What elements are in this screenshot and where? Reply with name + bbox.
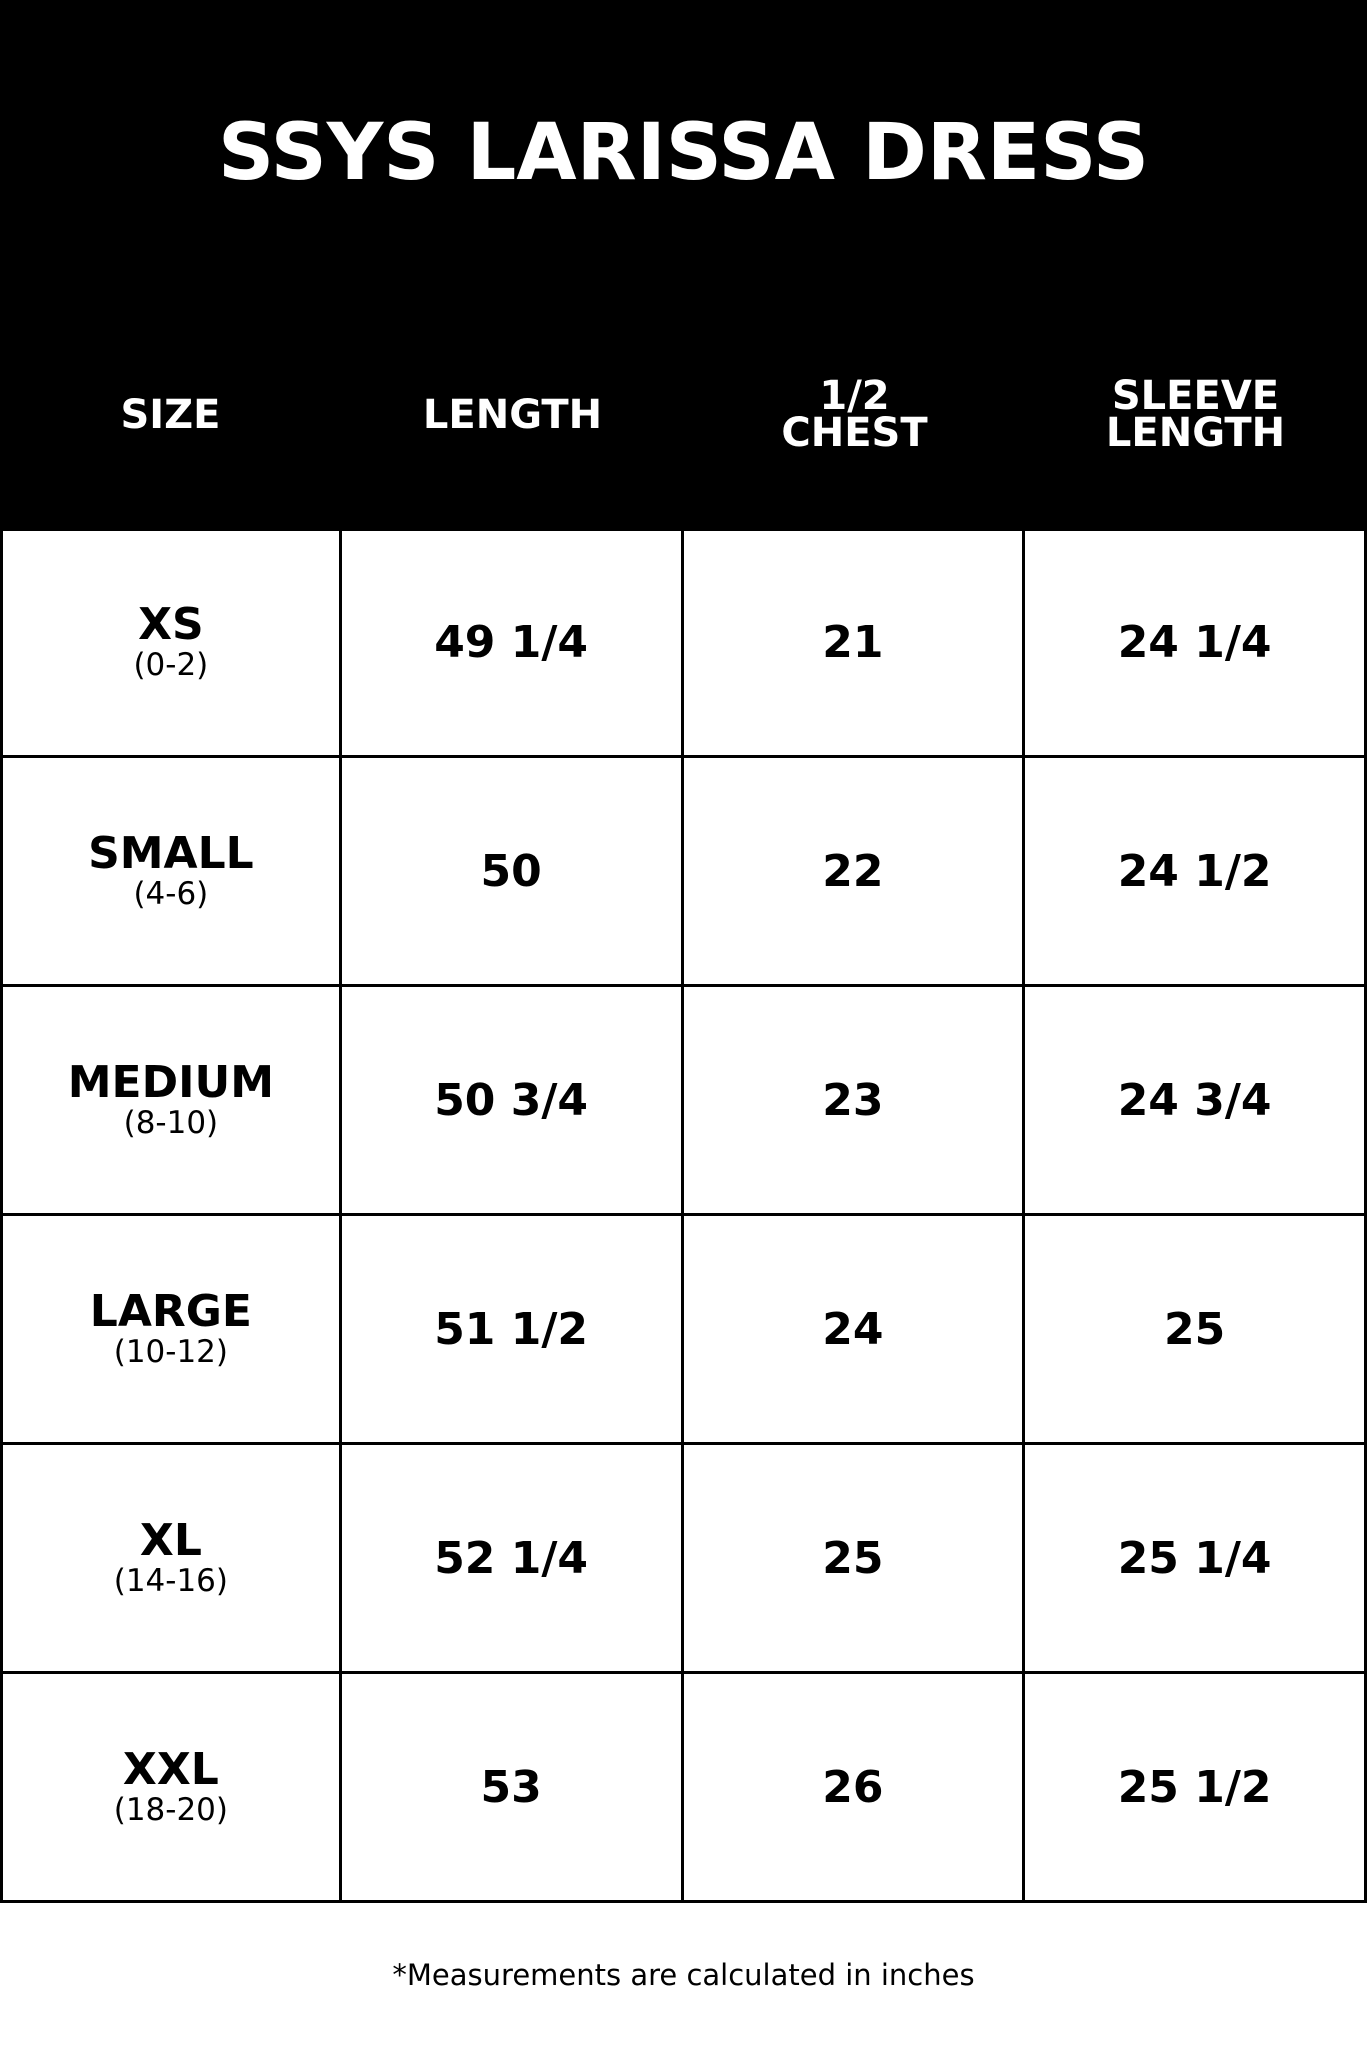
chest-value: 26: [822, 1761, 884, 1813]
chest-value: 21: [822, 616, 884, 668]
sleeve-cell: 24 1/4: [1025, 529, 1367, 758]
size-cell: XXL (18-20): [0, 1674, 342, 1903]
sleeve-cell: 25: [1025, 1216, 1367, 1445]
sleeve-value: 25 1/4: [1117, 1532, 1272, 1584]
sleeve-cell: 24 3/4: [1025, 987, 1367, 1216]
size-cell: XS (0-2): [0, 529, 342, 758]
chest-cell: 26: [683, 1674, 1026, 1903]
size-range: (0-2): [133, 647, 209, 683]
size-range: (10-12): [113, 1334, 229, 1370]
sleeve-cell: 25 1/2: [1025, 1674, 1367, 1903]
chest-cell: 21: [683, 529, 1026, 758]
chest-cell: 22: [683, 758, 1026, 987]
table-row: XXL (18-20) 53 26 25 1/2: [0, 1674, 1367, 1903]
chest-value: 22: [822, 845, 884, 897]
size-range: (4-6): [133, 876, 209, 912]
page-title: SSYS LARISSA DRESS: [217, 108, 1150, 198]
column-header-chest: 1/2 CHEST: [684, 340, 1025, 490]
table-row: XL (14-16) 52 1/4 25 25 1/4: [0, 1445, 1367, 1674]
table-row: XS (0-2) 49 1/4 21 24 1/4: [0, 529, 1367, 758]
chest-cell: 24: [683, 1216, 1026, 1445]
length-cell: 52 1/4: [341, 1445, 684, 1674]
table-row: SMALL (4-6) 50 22 24 1/2: [0, 758, 1367, 987]
footnote: *Measurements are calculated in inches: [392, 1958, 975, 1992]
chest-cell: 23: [683, 987, 1026, 1216]
table-row: LARGE (10-12) 51 1/2 24 25: [0, 1216, 1367, 1445]
chest-value: 23: [822, 1074, 884, 1126]
size-name: XXL: [122, 1744, 219, 1795]
sleeve-value: 25 1/2: [1117, 1761, 1272, 1813]
length-cell: 50: [341, 758, 684, 987]
length-cell: 49 1/4: [341, 529, 684, 758]
sleeve-value: 24 3/4: [1117, 1074, 1272, 1126]
size-cell: LARGE (10-12): [0, 1216, 342, 1445]
column-label: 1/2 CHEST: [781, 373, 928, 456]
size-cell: XL (14-16): [0, 1445, 342, 1674]
column-label: LENGTH: [422, 391, 603, 438]
size-table: XS (0-2) 49 1/4 21 24 1/4 SMALL (4-6) 50…: [0, 529, 1367, 1903]
size-range: (14-16): [113, 1563, 229, 1599]
length-cell: 51 1/2: [341, 1216, 684, 1445]
sleeve-value: 24 1/4: [1117, 616, 1272, 668]
size-name: LARGE: [89, 1286, 252, 1337]
chest-cell: 25: [683, 1445, 1026, 1674]
sleeve-value: 24 1/2: [1117, 845, 1272, 897]
column-header-size: SIZE: [0, 340, 341, 490]
size-cell: MEDIUM (8-10): [0, 987, 342, 1216]
size-name: XS: [138, 599, 204, 650]
column-header-sleeve: SLEEVE LENGTH: [1025, 340, 1366, 490]
length-value: 53: [480, 1761, 542, 1813]
length-value: 51 1/2: [434, 1303, 589, 1355]
sleeve-value: 25: [1164, 1303, 1226, 1355]
column-label: SIZE: [120, 391, 221, 438]
length-value: 52 1/4: [434, 1532, 589, 1584]
sleeve-cell: 25 1/4: [1025, 1445, 1367, 1674]
column-label: SLEEVE LENGTH: [1105, 373, 1286, 456]
chest-value: 25: [822, 1532, 884, 1584]
size-cell: SMALL (4-6): [0, 758, 342, 987]
size-name: XL: [139, 1515, 202, 1566]
length-value: 50: [480, 845, 542, 897]
chest-value: 24: [822, 1303, 884, 1355]
size-range: (18-20): [113, 1792, 229, 1828]
length-cell: 50 3/4: [341, 987, 684, 1216]
sleeve-cell: 24 1/2: [1025, 758, 1367, 987]
length-value: 50 3/4: [434, 1074, 589, 1126]
column-header-length: LENGTH: [342, 340, 683, 490]
header: SSYS LARISSA DRESS SIZE LENGTH 1/2 CHEST…: [0, 0, 1367, 531]
length-cell: 53: [341, 1674, 684, 1903]
table-row: MEDIUM (8-10) 50 3/4 23 24 3/4: [0, 987, 1367, 1216]
size-name: SMALL: [88, 828, 254, 879]
size-range: (8-10): [123, 1105, 219, 1141]
length-value: 49 1/4: [434, 616, 589, 668]
size-name: MEDIUM: [67, 1057, 274, 1108]
